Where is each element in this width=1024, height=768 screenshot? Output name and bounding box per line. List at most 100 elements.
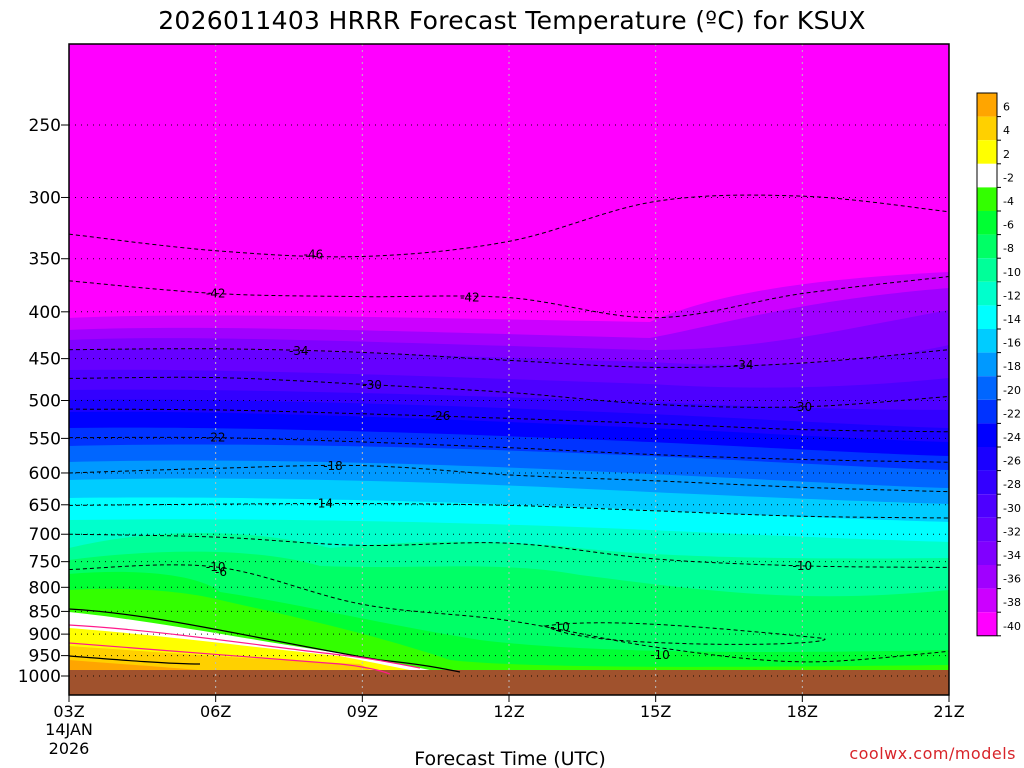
contour-label: -46 xyxy=(304,248,324,262)
y-tick-label: 350 xyxy=(29,250,61,270)
colorbar-label: -12 xyxy=(1003,289,1021,302)
colorbar-swatch xyxy=(977,258,997,282)
colorbar-swatch xyxy=(977,352,997,377)
colorbar-label: 2 xyxy=(1003,148,1010,161)
y-tick-label: 950 xyxy=(29,647,61,667)
colorbar-label: -24 xyxy=(1003,431,1021,444)
x-tick-label: 06Z xyxy=(200,702,231,721)
colorbar-swatch xyxy=(977,376,997,400)
colorbar-swatch xyxy=(977,494,997,518)
x-date-line2: 2026 xyxy=(49,739,90,758)
y-tick-label: 550 xyxy=(29,429,61,449)
colorbar-label: -26 xyxy=(1003,455,1021,468)
colorbar-label: -10 xyxy=(1003,266,1021,279)
colorbar-swatch xyxy=(977,211,997,235)
contour-label: -42 xyxy=(206,287,226,301)
colorbar-label: -16 xyxy=(1003,337,1021,350)
y-tick-label: 400 xyxy=(29,303,61,323)
y-tick-label: 500 xyxy=(29,392,61,412)
colorbar-swatch xyxy=(977,329,997,353)
colorbar-label: -28 xyxy=(1003,478,1021,491)
colorbar-swatch xyxy=(977,93,997,117)
colorbar-swatch xyxy=(977,423,997,447)
isotherm-minus42 xyxy=(69,276,949,319)
colorbar-swatch xyxy=(977,541,997,565)
contour-label: -6 xyxy=(215,565,227,579)
colorbar-swatch xyxy=(977,140,997,164)
colorbar-label: 4 xyxy=(1003,124,1010,137)
colorbar-swatch xyxy=(977,163,997,188)
y-tick-label: 600 xyxy=(29,464,61,484)
colorbar-label: -34 xyxy=(1003,549,1021,562)
colorbar-label: -2 xyxy=(1003,171,1014,184)
y-tick-label: 1000 xyxy=(18,667,61,687)
y-tick-label: 700 xyxy=(29,525,61,545)
contour-label: -22 xyxy=(206,431,226,445)
contour-label: -10 xyxy=(206,560,226,574)
colorbar-swatch xyxy=(977,281,997,306)
x-date-line1: 14JAN xyxy=(45,720,93,739)
colorbar-swatch xyxy=(977,305,997,329)
x-tick-label: 12Z xyxy=(493,702,524,721)
contour-label: -10 xyxy=(793,559,813,573)
contour-label: -14 xyxy=(313,497,333,511)
contour-label: -34 xyxy=(734,358,754,372)
colorbar-label: -18 xyxy=(1003,360,1021,373)
colorbar-swatch xyxy=(977,234,997,259)
colorbar-frame xyxy=(976,92,998,637)
colorbar-label: -6 xyxy=(1003,219,1014,232)
chart-title: 2026011403 HRRR Forecast Temperature (ºC… xyxy=(158,6,866,35)
contour-label: -30 xyxy=(362,378,382,392)
colorbar-label: -14 xyxy=(1003,313,1021,326)
colorbar-label: -4 xyxy=(1003,195,1014,208)
colorbar-label: -20 xyxy=(1003,384,1021,397)
contour-labels: -46-42 -42-34-34-30-30-26-22-18-14-10-10-… xyxy=(206,248,813,662)
isotherm-contours xyxy=(69,194,949,663)
colorbar-label: -40 xyxy=(1003,620,1021,633)
isotherm-minus6 xyxy=(69,564,949,663)
contour-label: -10 xyxy=(650,648,670,662)
plus2-contour xyxy=(69,624,421,669)
colorbar-swatch xyxy=(977,517,997,542)
colorbar-swatch xyxy=(977,187,997,211)
contour-label: -42 xyxy=(460,290,480,304)
colorbar-label: -38 xyxy=(1003,596,1021,609)
colorbar-label: 6 xyxy=(1003,101,1010,114)
x-tick-label: 09Z xyxy=(347,702,378,721)
y-tick-label: 650 xyxy=(29,496,61,516)
contour-label: -26 xyxy=(431,409,451,423)
y-tick-label: 850 xyxy=(29,602,61,622)
contour-label: -10 xyxy=(550,620,570,634)
colorbar-swatch xyxy=(977,399,997,424)
minus10-closed-contour xyxy=(543,622,826,645)
plus4-contour xyxy=(69,642,391,675)
x-tick-label: 03Z xyxy=(53,702,84,721)
y-tick-label: 250 xyxy=(29,116,61,136)
y-tick-label: 800 xyxy=(29,578,61,598)
vertical-grid xyxy=(215,44,803,695)
colorbar-label: -30 xyxy=(1003,502,1021,515)
contour-label: -18 xyxy=(323,459,343,473)
contour-label: -34 xyxy=(289,344,309,358)
y-tick-label: 450 xyxy=(29,350,61,370)
x-axis: 03Z 06Z 09Z 12Z 15Z 18Z 21Z xyxy=(53,695,965,721)
contour-label: -30 xyxy=(793,400,813,414)
x-tick-label: 21Z xyxy=(933,702,964,721)
colorbar: 6 4 2 -2 -4 -6 -8 -10 -12 -14 -16 -18 -20 -22 -24 -26 -2… xyxy=(976,92,1021,637)
y-tick-label: 900 xyxy=(29,625,61,645)
colorbar-swatch xyxy=(977,565,997,589)
credit-text: coolwx.com/models xyxy=(849,744,1016,763)
y-tick-label: 750 xyxy=(29,553,61,573)
colorbar-label: -8 xyxy=(1003,242,1014,255)
isotherm-minus46 xyxy=(69,194,949,258)
y-axis: 250 300 350 400 450 500 550 600 650 700 750 800 850 9… xyxy=(18,116,69,687)
freezing-contour xyxy=(69,608,461,673)
colorbar-swatch xyxy=(977,447,997,471)
x-axis-label: Forecast Time (UTC) xyxy=(414,748,605,768)
x-tick-label: 15Z xyxy=(640,702,671,721)
band-6 xyxy=(69,660,220,672)
colorbar-label: -22 xyxy=(1003,407,1021,420)
colorbar-swatch xyxy=(977,116,997,141)
x-tick-label: 18Z xyxy=(787,702,818,721)
